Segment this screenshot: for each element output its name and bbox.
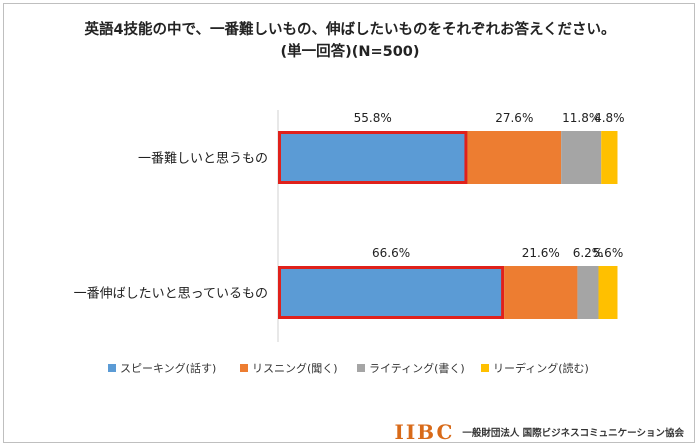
category-label: 一番伸ばしたいと思っているもの [74, 287, 268, 302]
legend-label: リーディング(読む) [493, 361, 589, 375]
bar-segment [278, 266, 505, 319]
data-label: 66.6% [372, 246, 410, 260]
legend-label: ライティング(書く) [369, 361, 465, 375]
chart-frame [3, 3, 695, 443]
legend-swatch [481, 364, 489, 372]
highlight-border [278, 266, 505, 319]
footer-logo: IIBC 一般財団法人 国際ビジネスコミュニケーション協会 [394, 420, 684, 444]
bar-segment [577, 266, 599, 319]
bar-segment [504, 266, 578, 319]
legend-swatch [108, 364, 116, 372]
highlight-border [278, 131, 468, 184]
bar-segment [601, 131, 618, 184]
legend: スピーキング(話す) リスニング(聞く) ライティング(書く) リーディング(読む) [108, 361, 589, 375]
data-label: 55.8% [354, 111, 392, 125]
iibc-logo: IIBC [394, 420, 455, 444]
legend-label: リスニング(聞く) [252, 361, 338, 375]
bar-segment [561, 131, 602, 184]
legend-swatch [357, 364, 365, 372]
chart-title: 英語4技能の中で、一番難しいもの、伸ばしたいものをそれぞれお答えください。 [84, 22, 616, 38]
bars-layer: 一番難しいと思うもの 55.8% 27.6% 11.8%4.8% 一番伸ばしたいと思って… [74, 111, 625, 319]
data-label: 5.6% [593, 246, 624, 260]
data-label: 27.6% [495, 111, 533, 125]
bar-segment [467, 131, 562, 184]
chart-subtitle: (単一回答)(N=500) [280, 44, 420, 60]
data-label: 4.8% [594, 111, 625, 125]
bar-segment [598, 266, 618, 319]
legend-label: スピーキング(話す) [120, 361, 216, 375]
data-label: 6.2% [573, 246, 604, 260]
data-label: 11.8% [562, 111, 600, 125]
organization-name: 一般財団法人 国際ビジネスコミュニケーション協会 [462, 428, 684, 439]
category-label: 一番難しいと思うもの [138, 152, 268, 167]
data-label: 21.6% [522, 246, 560, 260]
legend-swatch [240, 364, 248, 372]
bar-segment [278, 131, 468, 184]
